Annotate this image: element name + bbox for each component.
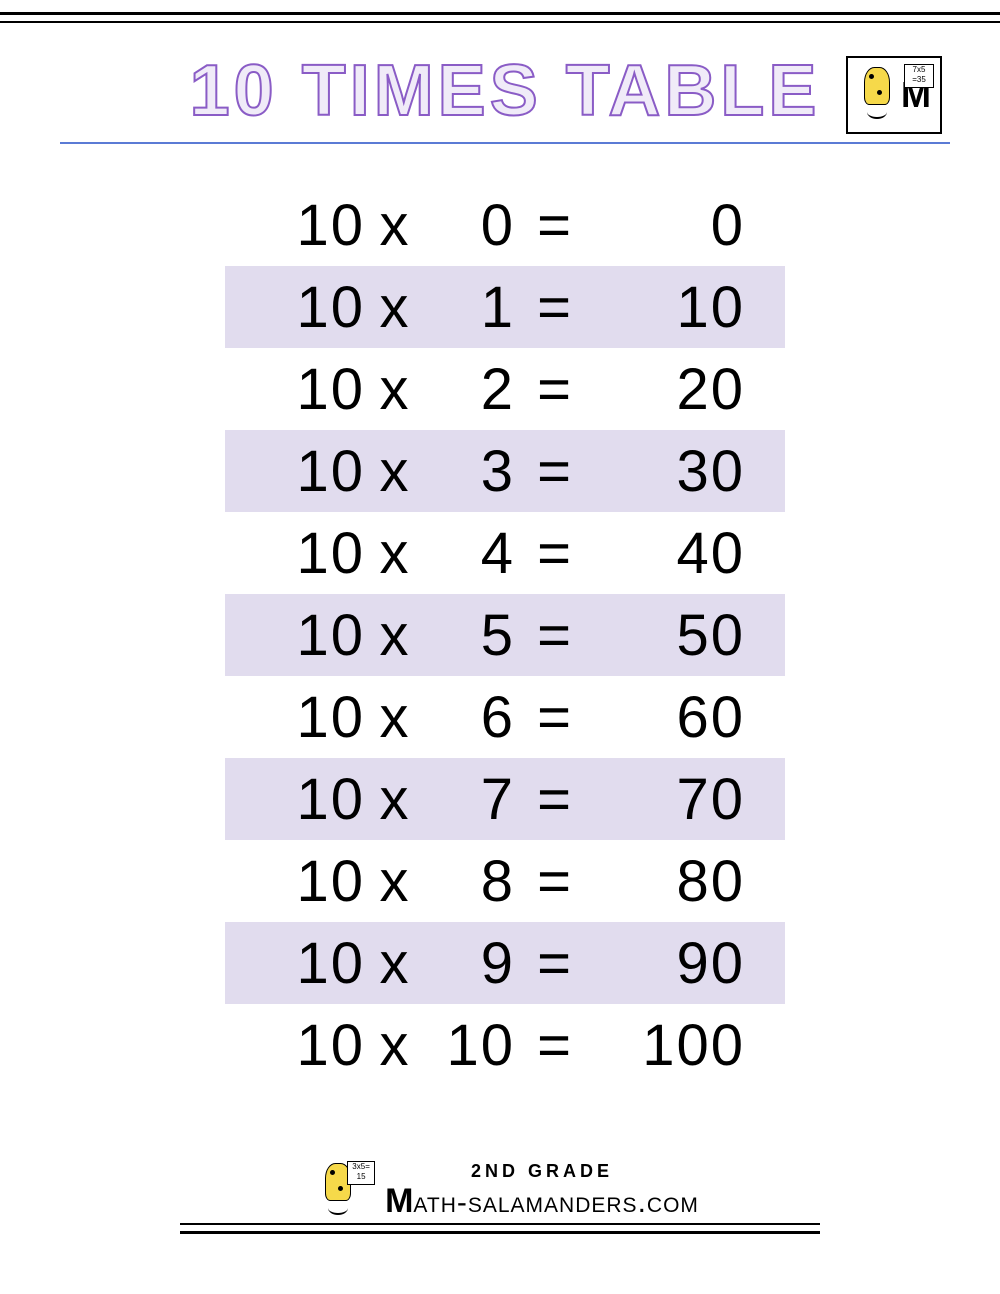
footer-logo: 3x5= 15 xyxy=(301,1161,375,1221)
table-row: 10x9=90 xyxy=(225,922,785,1004)
multiplier-cell: 6 xyxy=(425,684,525,751)
product-cell: 10 xyxy=(585,274,745,341)
product-cell: 100 xyxy=(585,1012,745,1079)
product-cell: 0 xyxy=(585,192,745,259)
table-row: 10x2=20 xyxy=(225,348,785,430)
multiplier-cell: 2 xyxy=(425,356,525,423)
multiplicand-cell: 10 xyxy=(245,848,365,915)
equals-cell: = xyxy=(525,766,585,833)
table-row: 10x4=40 xyxy=(225,512,785,594)
operator-cell: x xyxy=(365,192,425,259)
equals-cell: = xyxy=(525,602,585,669)
table-row: 10x0=0 xyxy=(225,184,785,266)
product-cell: 60 xyxy=(585,684,745,751)
multiplicand-cell: 10 xyxy=(245,356,365,423)
product-cell: 80 xyxy=(585,848,745,915)
product-cell: 90 xyxy=(585,930,745,997)
multiplicand-cell: 10 xyxy=(245,438,365,505)
brand-logo-box: 7x5 =35 M xyxy=(846,56,942,134)
product-cell: 30 xyxy=(585,438,745,505)
multiplicand-cell: 10 xyxy=(245,930,365,997)
footer: 3x5= 15 2ND GRADE M ath-salamanders.com xyxy=(0,1161,1000,1234)
product-cell: 70 xyxy=(585,766,745,833)
times-table: 10x0=010x1=1010x2=2010x3=3010x4=4010x5=5… xyxy=(225,184,785,1086)
operator-cell: x xyxy=(365,766,425,833)
equals-cell: = xyxy=(525,520,585,587)
site-url-text: ath-salamanders.com xyxy=(413,1186,698,1220)
product-cell: 50 xyxy=(585,602,745,669)
operator-cell: x xyxy=(365,1012,425,1079)
operator-cell: x xyxy=(365,520,425,587)
operator-cell: x xyxy=(365,848,425,915)
operator-cell: x xyxy=(365,356,425,423)
multiplier-cell: 9 xyxy=(425,930,525,997)
equals-cell: = xyxy=(525,848,585,915)
operator-cell: x xyxy=(365,274,425,341)
equals-cell: = xyxy=(525,356,585,423)
content-area: 10 TIMES TABLE 7x5 =35 M 10x0=010x1=1010… xyxy=(60,50,950,1086)
worksheet-page: 10 TIMES TABLE 7x5 =35 M 10x0=010x1=1010… xyxy=(0,0,1000,1294)
multiplier-cell: 7 xyxy=(425,766,525,833)
title-underline xyxy=(60,142,950,144)
table-row: 10x3=30 xyxy=(225,430,785,512)
page-title: 10 TIMES TABLE xyxy=(190,50,821,132)
grade-label: 2ND GRADE xyxy=(471,1161,613,1182)
multiplier-cell: 4 xyxy=(425,520,525,587)
whiteboard-icon: 7x5 =35 xyxy=(904,64,934,88)
multiplier-cell: 3 xyxy=(425,438,525,505)
operator-cell: x xyxy=(365,930,425,997)
multiplier-cell: 1 xyxy=(425,274,525,341)
multiplicand-cell: 10 xyxy=(245,602,365,669)
top-double-rule xyxy=(0,12,1000,23)
equals-cell: = xyxy=(525,274,585,341)
table-row: 10x7=70 xyxy=(225,758,785,840)
operator-cell: x xyxy=(365,684,425,751)
equals-cell: = xyxy=(525,438,585,505)
multiplicand-cell: 10 xyxy=(245,684,365,751)
salamander-icon xyxy=(857,67,897,123)
multiplicand-cell: 10 xyxy=(245,520,365,587)
multiplicand-cell: 10 xyxy=(245,766,365,833)
footer-double-rule xyxy=(180,1223,820,1234)
product-cell: 20 xyxy=(585,356,745,423)
table-row: 10x6=60 xyxy=(225,676,785,758)
product-cell: 40 xyxy=(585,520,745,587)
operator-cell: x xyxy=(365,438,425,505)
footer-site-line: M ath-salamanders.com xyxy=(385,1182,699,1221)
multiplier-cell: 8 xyxy=(425,848,525,915)
multiplier-cell: 0 xyxy=(425,192,525,259)
multiplicand-cell: 10 xyxy=(245,192,365,259)
table-row: 10x8=80 xyxy=(225,840,785,922)
multiplicand-cell: 10 xyxy=(245,1012,365,1079)
footer-text: 2ND GRADE M ath-salamanders.com xyxy=(385,1161,699,1221)
multiplicand-cell: 10 xyxy=(245,274,365,341)
whiteboard-icon: 3x5= 15 xyxy=(347,1161,375,1185)
equals-cell: = xyxy=(525,930,585,997)
equals-cell: = xyxy=(525,684,585,751)
equals-cell: = xyxy=(525,1012,585,1079)
brand-letter: M xyxy=(385,1182,413,1221)
operator-cell: x xyxy=(365,602,425,669)
equals-cell: = xyxy=(525,192,585,259)
table-row: 10x5=50 xyxy=(225,594,785,676)
multiplier-cell: 5 xyxy=(425,602,525,669)
header-row: 10 TIMES TABLE 7x5 =35 M xyxy=(60,50,950,144)
multiplier-cell: 10 xyxy=(425,1012,525,1079)
footer-row: 3x5= 15 2ND GRADE M ath-salamanders.com xyxy=(301,1161,699,1221)
table-row: 10x10=100 xyxy=(225,1004,785,1086)
table-row: 10x1=10 xyxy=(225,266,785,348)
